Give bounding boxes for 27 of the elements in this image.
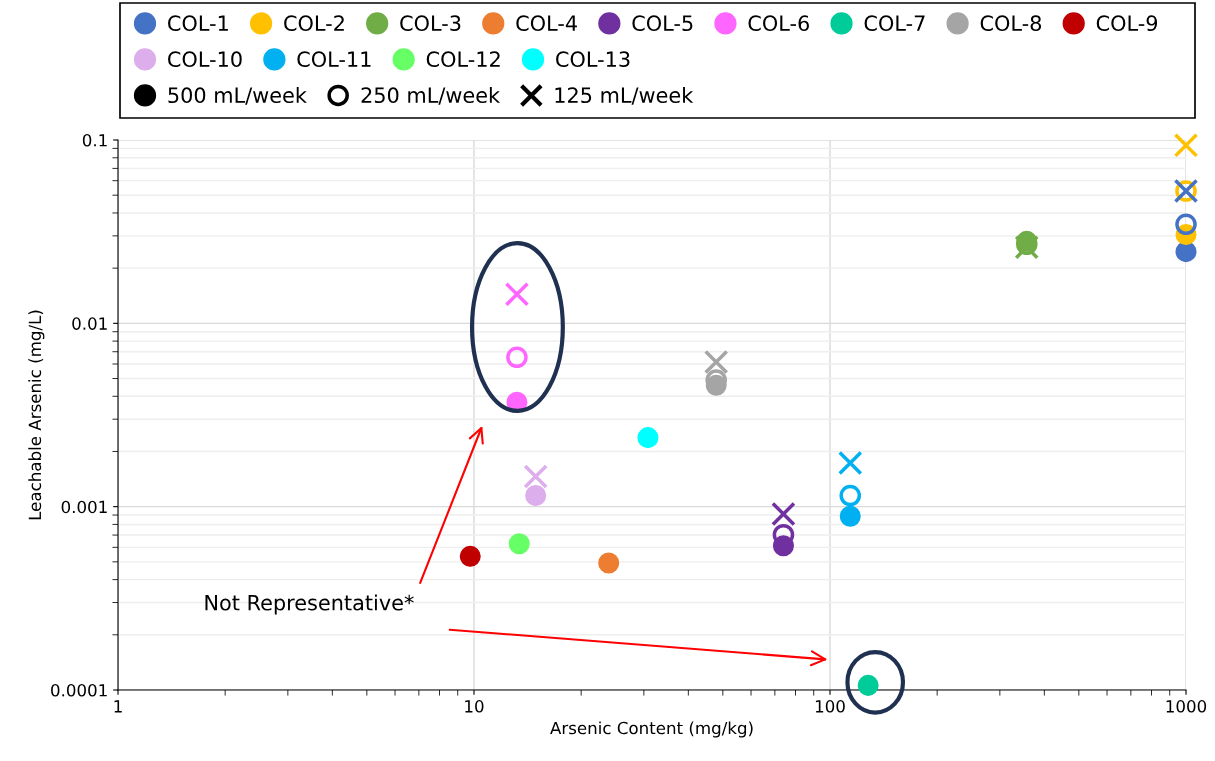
legend-label: COL-6 (748, 15, 809, 32)
text: 500 mL/week (168, 86, 307, 105)
text: 250 mL/week (361, 86, 501, 105)
annotation: Not Representative* (205, 594, 414, 615)
legend-label: COL-10 (168, 51, 242, 68)
legend-label: COL-13 (556, 51, 630, 68)
x-tick-label: 100 (815, 700, 845, 713)
y-tick-label: 0.0001 (51, 683, 107, 697)
legend-label: COL-4 (516, 15, 577, 32)
legend-label: COL-9 (1096, 15, 1158, 32)
x-tick-label: 1000 (1166, 700, 1207, 713)
x-axis-title: Arsenic Content (mg/kg) (550, 721, 753, 738)
legend-label: COL-2 (284, 15, 344, 32)
legend-label: COL-7 (864, 15, 925, 32)
text: 125 mL/week (555, 86, 694, 105)
legend-label: COL-11 (297, 51, 371, 68)
legend-label: COL-3 (400, 15, 461, 32)
legend-label: COL-8 (980, 15, 1042, 32)
y-axis-title: Leachable Arsenic (mg/L) (28, 310, 45, 520)
legend-label: COL-1 (168, 15, 228, 32)
x-tick-label: 10 (465, 700, 484, 713)
x-tick-label: 1 (114, 700, 122, 713)
y-tick-label: 0.01 (72, 317, 107, 330)
y-tick-label: 0.001 (61, 500, 107, 514)
y-tick-label: 0.1 (82, 133, 107, 147)
legend-label: COL-12 (426, 51, 500, 68)
legend-label: COL-5 (632, 15, 693, 32)
